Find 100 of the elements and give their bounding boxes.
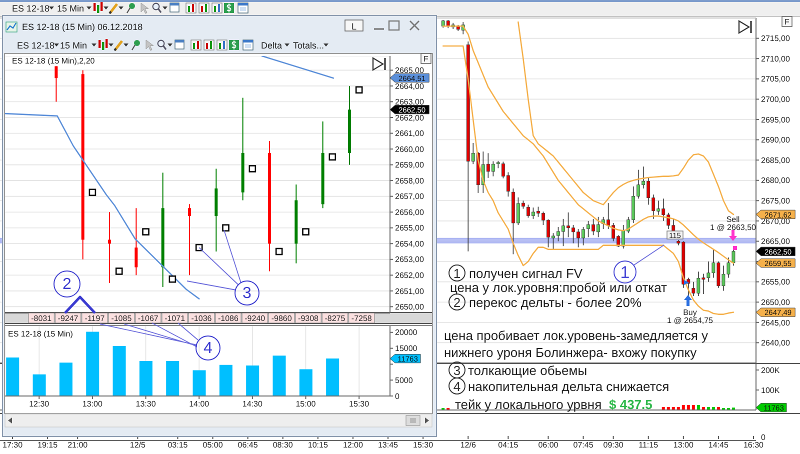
bar bbox=[326, 358, 340, 396]
x-tick-label: 13:00 bbox=[82, 400, 104, 409]
y-tick-label: 2695,00 bbox=[761, 115, 790, 124]
annotation: 1 bbox=[453, 266, 461, 281]
bar bbox=[192, 370, 206, 396]
annotation: 3 bbox=[242, 285, 252, 302]
text: ES 12-18 bbox=[12, 4, 50, 14]
y-tick-label: 2645,00 bbox=[761, 318, 790, 328]
x-tick-label: 16:30 bbox=[743, 440, 764, 450]
x-tick-label: 07:45 bbox=[573, 440, 594, 450]
annotation: Delta bbox=[261, 40, 282, 50]
x-tick-label: 05:00 bbox=[202, 440, 224, 450]
bar bbox=[139, 361, 152, 396]
x-tick-label: 17:30 bbox=[2, 440, 24, 450]
y-tick-label: 2661,00 bbox=[395, 129, 424, 138]
data-label: -7258 bbox=[351, 314, 372, 323]
candlestick bbox=[54, 66, 58, 102]
data-label: -9860 bbox=[271, 314, 292, 323]
text: F bbox=[784, 18, 790, 26]
y-tick-label: 2675,00 bbox=[761, 196, 790, 206]
bar bbox=[166, 361, 180, 396]
annotation: накопительная дельта снижается bbox=[468, 379, 670, 394]
annotation: тейк у локального урвня bbox=[455, 397, 602, 412]
y-tick-label: 2650,00 bbox=[395, 302, 424, 312]
data-label: -1197 bbox=[84, 314, 106, 323]
annotation: Buy bbox=[683, 308, 697, 317]
data-label: -1067 bbox=[138, 314, 159, 323]
data-label: -9247 bbox=[58, 314, 79, 323]
y-tick-label: 2654,00 bbox=[395, 239, 424, 248]
data-label: -8031 bbox=[31, 314, 52, 323]
x-tick-label: 14:00 bbox=[189, 400, 210, 409]
point bbox=[328, 153, 336, 161]
y-tick-label: 2655,00 bbox=[761, 278, 790, 287]
bar bbox=[112, 346, 126, 396]
bar bbox=[246, 365, 260, 396]
annotation: 2 bbox=[453, 295, 461, 310]
y-tick-label: 2657,00 bbox=[395, 192, 424, 202]
x-tick-label: 06:45 bbox=[238, 440, 258, 450]
y-tick-label: 0 bbox=[395, 392, 400, 401]
y-tick-label: 2659,00 bbox=[395, 160, 424, 170]
x-tick-label: 13:30 bbox=[136, 400, 156, 409]
x-tick-label: 14:30 bbox=[242, 400, 263, 409]
y-tick-label: 2652,00 bbox=[395, 271, 424, 280]
y-tick-label: 2700,00 bbox=[761, 95, 790, 104]
x-tick-label: 12:30 bbox=[29, 400, 50, 409]
candlestick bbox=[188, 204, 191, 276]
annotation: 1 bbox=[620, 263, 630, 282]
candlestick bbox=[134, 208, 138, 276]
x-tick-label: 12/5 bbox=[130, 440, 146, 450]
bar bbox=[32, 374, 46, 396]
y-tick-label: 2664,00 bbox=[395, 82, 424, 91]
data-label: -1086 bbox=[218, 314, 239, 323]
y-tick-label: 100K bbox=[761, 386, 780, 395]
x-tick-label: 03:15 bbox=[168, 440, 188, 450]
point bbox=[248, 165, 256, 172]
x-tick-label: 08:30 bbox=[272, 440, 294, 450]
annotation: цена пробивает лок.уровень-замедляется у bbox=[444, 328, 708, 343]
y-tick-label: 200K bbox=[761, 366, 780, 375]
x-tick-label: 12/6 bbox=[460, 440, 476, 450]
point bbox=[355, 86, 363, 94]
y-tick-label: 2660,00 bbox=[395, 144, 424, 154]
annotation: перекос дельты - более 20% bbox=[469, 295, 642, 310]
x-tick-label: 11:15 bbox=[638, 440, 659, 450]
x-tick-label: 09:30 bbox=[603, 440, 624, 450]
y-tick-label: 2658,00 bbox=[395, 176, 424, 186]
y-tick-label: 2685,00 bbox=[761, 156, 790, 165]
x-tick-label: 10:15 bbox=[308, 440, 328, 450]
annotation: 4 bbox=[453, 379, 461, 394]
x-tick-label: 06:00 bbox=[538, 440, 559, 450]
annotation: получен сигнал FV bbox=[469, 266, 583, 281]
point bbox=[115, 268, 123, 275]
annotation: $ 437.5 bbox=[609, 397, 652, 412]
x-tick-label: 15:30 bbox=[349, 400, 370, 409]
x-tick-label: 14:45 bbox=[708, 440, 730, 450]
x-tick-label: 04:15 bbox=[498, 440, 519, 450]
y-tick-label: 15000 bbox=[395, 344, 418, 354]
annotation: 1 @ 2654,75 bbox=[667, 316, 714, 325]
point bbox=[142, 228, 150, 236]
data-label: -9240 bbox=[244, 314, 266, 323]
line-series bbox=[518, 21, 734, 216]
y-tick-label: 2662,00 bbox=[395, 113, 424, 122]
y-tick-label: 2715,00 bbox=[761, 34, 790, 44]
data-label: -1085 bbox=[111, 314, 132, 323]
y-tick-label: 2651,00 bbox=[395, 286, 424, 296]
annotation: ES 12-18 bbox=[17, 40, 55, 50]
point bbox=[88, 188, 96, 196]
y-tick-label: 2665,00 bbox=[761, 237, 790, 246]
x-tick-label: 15:00 bbox=[296, 400, 316, 409]
annotation: цена у лок.уровня:пробой или откат bbox=[450, 280, 668, 295]
y-tick-label: 5000 bbox=[395, 376, 414, 385]
annotation: L bbox=[351, 22, 357, 32]
chart-title: ES 12-18 (15 Min) bbox=[8, 330, 74, 338]
y-tick-label: 2650,00 bbox=[761, 298, 790, 307]
annotation: 4 bbox=[204, 340, 213, 357]
x-tick-label: 15:30 bbox=[413, 440, 434, 450]
y-tick-label: 2690,00 bbox=[761, 136, 790, 145]
x-tick-label: 13:00 bbox=[673, 440, 694, 450]
y-tick-label: 2710,00 bbox=[761, 54, 790, 64]
chart-title: ES 12-18 (15 Min) 06.12.2018 bbox=[22, 22, 143, 32]
annotation: F bbox=[424, 54, 429, 64]
